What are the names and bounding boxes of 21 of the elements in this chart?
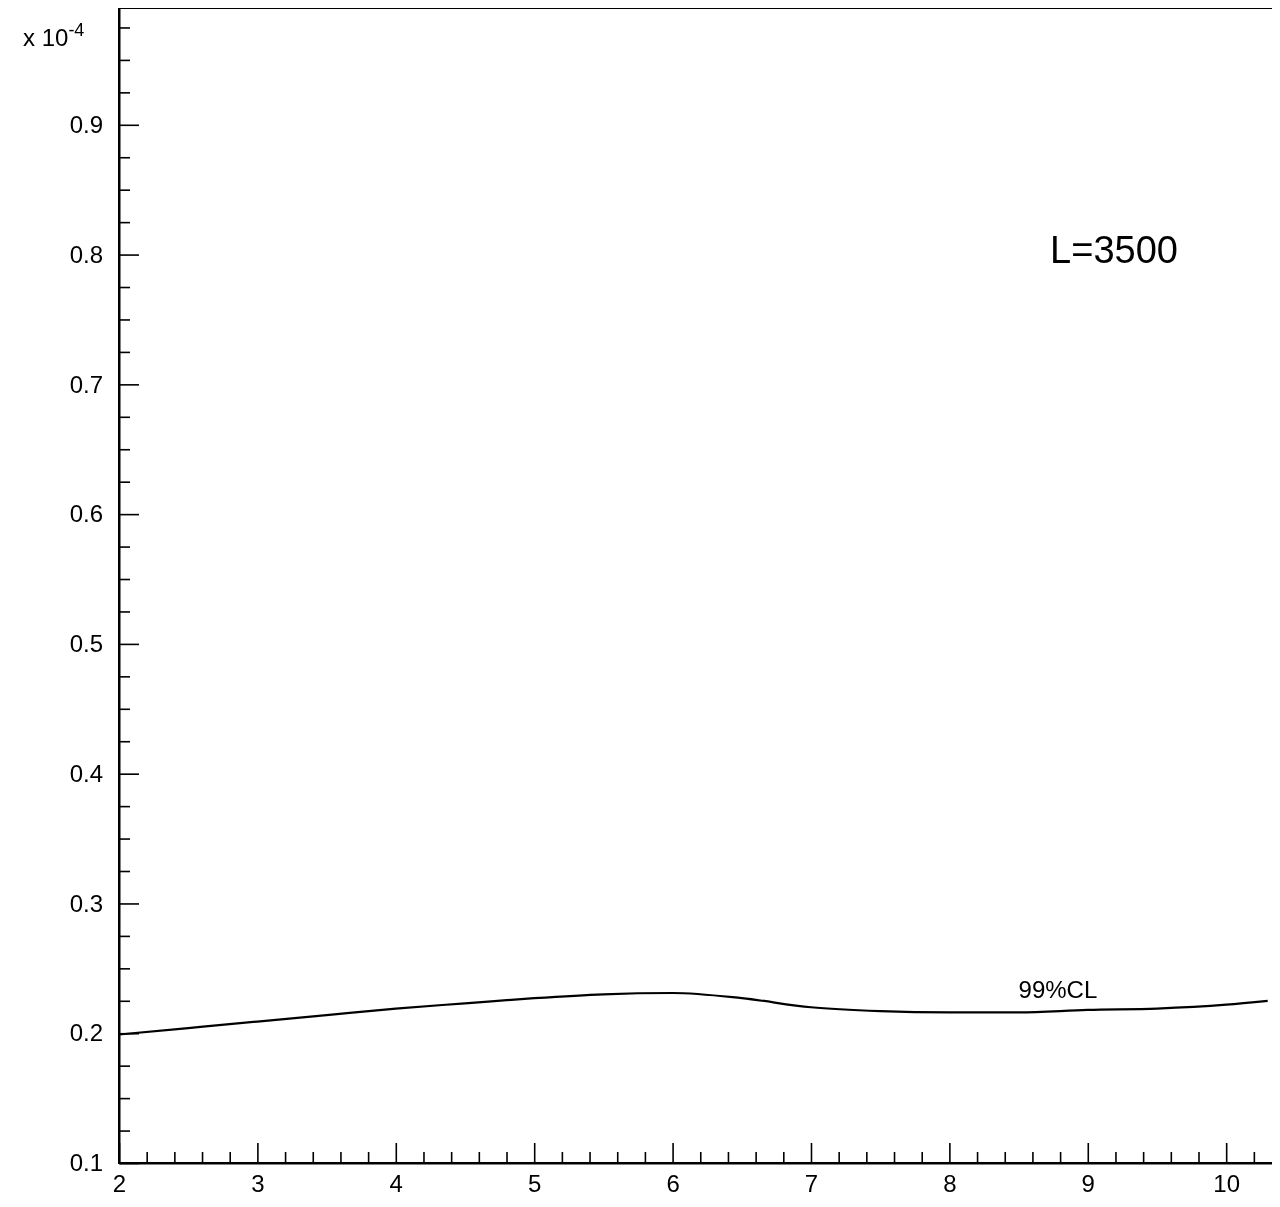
- x-tick-label: 10: [1213, 1170, 1241, 1198]
- x-tick-label: 3: [251, 1170, 265, 1198]
- y-tick-label: 0.7: [69, 370, 103, 398]
- annotation: L=3500: [1050, 229, 1178, 271]
- x-tick-label: 2: [112, 1170, 127, 1198]
- x-tick-label: 7: [804, 1170, 819, 1198]
- y-tick-label: 0.5: [69, 630, 103, 658]
- x-tick-label: 6: [666, 1170, 680, 1198]
- x-tick-label: 9: [1081, 1170, 1095, 1198]
- series-label: 99%CL: [1018, 976, 1098, 1004]
- y-tick-label: 0.1: [69, 1149, 103, 1177]
- y-tick-label: 0.2: [69, 1019, 103, 1047]
- y-axis-title: x 10$^{-4}$: [23, 20, 85, 51]
- y-tick-label: 0.3: [69, 889, 103, 917]
- y-tick-label: 0.8: [69, 240, 103, 268]
- x-tick-label: 5: [528, 1170, 542, 1198]
- x-tick-label: 8: [943, 1170, 957, 1198]
- y-tick-label: 0.6: [69, 500, 103, 528]
- y-tick-label: 0.9: [69, 110, 103, 138]
- y-tick-label: 0.4: [69, 759, 103, 787]
- x-tick-label: 4: [389, 1170, 403, 1198]
